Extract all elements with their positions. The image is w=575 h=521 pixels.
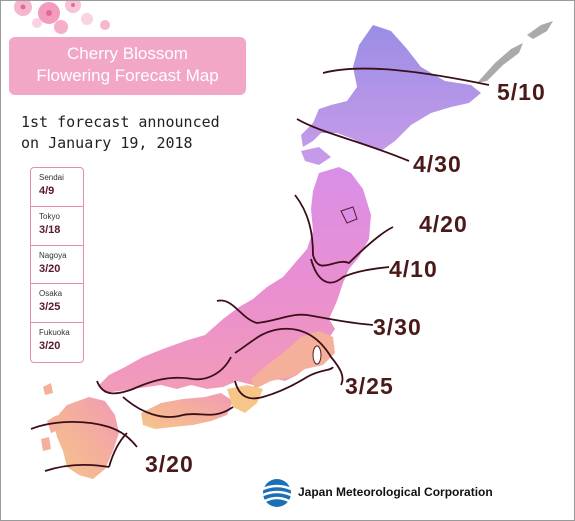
- shikoku-island: [141, 393, 233, 429]
- agency-name: Japan Meteorological Corporation: [298, 485, 493, 499]
- isoline-label-4-30: 4/30: [413, 151, 462, 177]
- jmc-logo-icon: [262, 479, 292, 507]
- isoline-label-3-20: 3/20: [145, 451, 194, 477]
- city-date: 4/9: [39, 185, 55, 197]
- title-line-1: Cherry Blossom: [67, 44, 188, 63]
- city-name: Nagoya: [39, 250, 67, 260]
- isoline-label-4-10: 4/10: [389, 256, 438, 282]
- city-forecast-list: Sendai 4/9 Tokyo 3/18 Nagoya 3/20 Osaka …: [30, 167, 84, 363]
- city-date: 3/18: [39, 223, 61, 236]
- city-name: Fukuoka: [39, 328, 70, 338]
- city-date: 3/25: [39, 301, 61, 314]
- city-item: Fukuoka 3/20: [31, 323, 83, 362]
- announcement-line-2: on January 19, 2018: [21, 134, 193, 152]
- cherry-blossom-decoration: [14, 1, 110, 34]
- city-item: Tokyo 3/18: [31, 207, 83, 246]
- isoline-label-3-30: 3/30: [373, 314, 422, 340]
- city-name: Osaka: [39, 289, 63, 299]
- city-item: Osaka 3/25: [31, 284, 83, 324]
- announcement-text: 1st forecast announced on January 19, 20…: [21, 112, 251, 154]
- isoline-label-3-25: 3/25: [345, 373, 394, 399]
- honshu-island: [99, 167, 371, 393]
- city-name: Sendai: [39, 173, 64, 182]
- title-box: Cherry Blossom Flowering Forecast Map: [9, 37, 246, 95]
- announcement-line-1: 1st forecast announced: [21, 113, 220, 131]
- title-line-2: Flowering Forecast Map: [36, 66, 219, 85]
- city-date: 3/20: [39, 262, 61, 275]
- isoline-label-5-10: 5/10: [497, 79, 546, 105]
- city-date: 3/20: [39, 340, 61, 353]
- city-item: Sendai 4/9: [31, 168, 83, 207]
- city-item: Nagoya 3/20: [31, 246, 83, 285]
- forecast-isolines: [30, 67, 490, 472]
- isoline-label-4-20: 4/20: [419, 211, 468, 237]
- city-name: Tokyo: [39, 211, 60, 221]
- hokkaido-island: [301, 25, 481, 151]
- kyushu-island: [53, 397, 119, 479]
